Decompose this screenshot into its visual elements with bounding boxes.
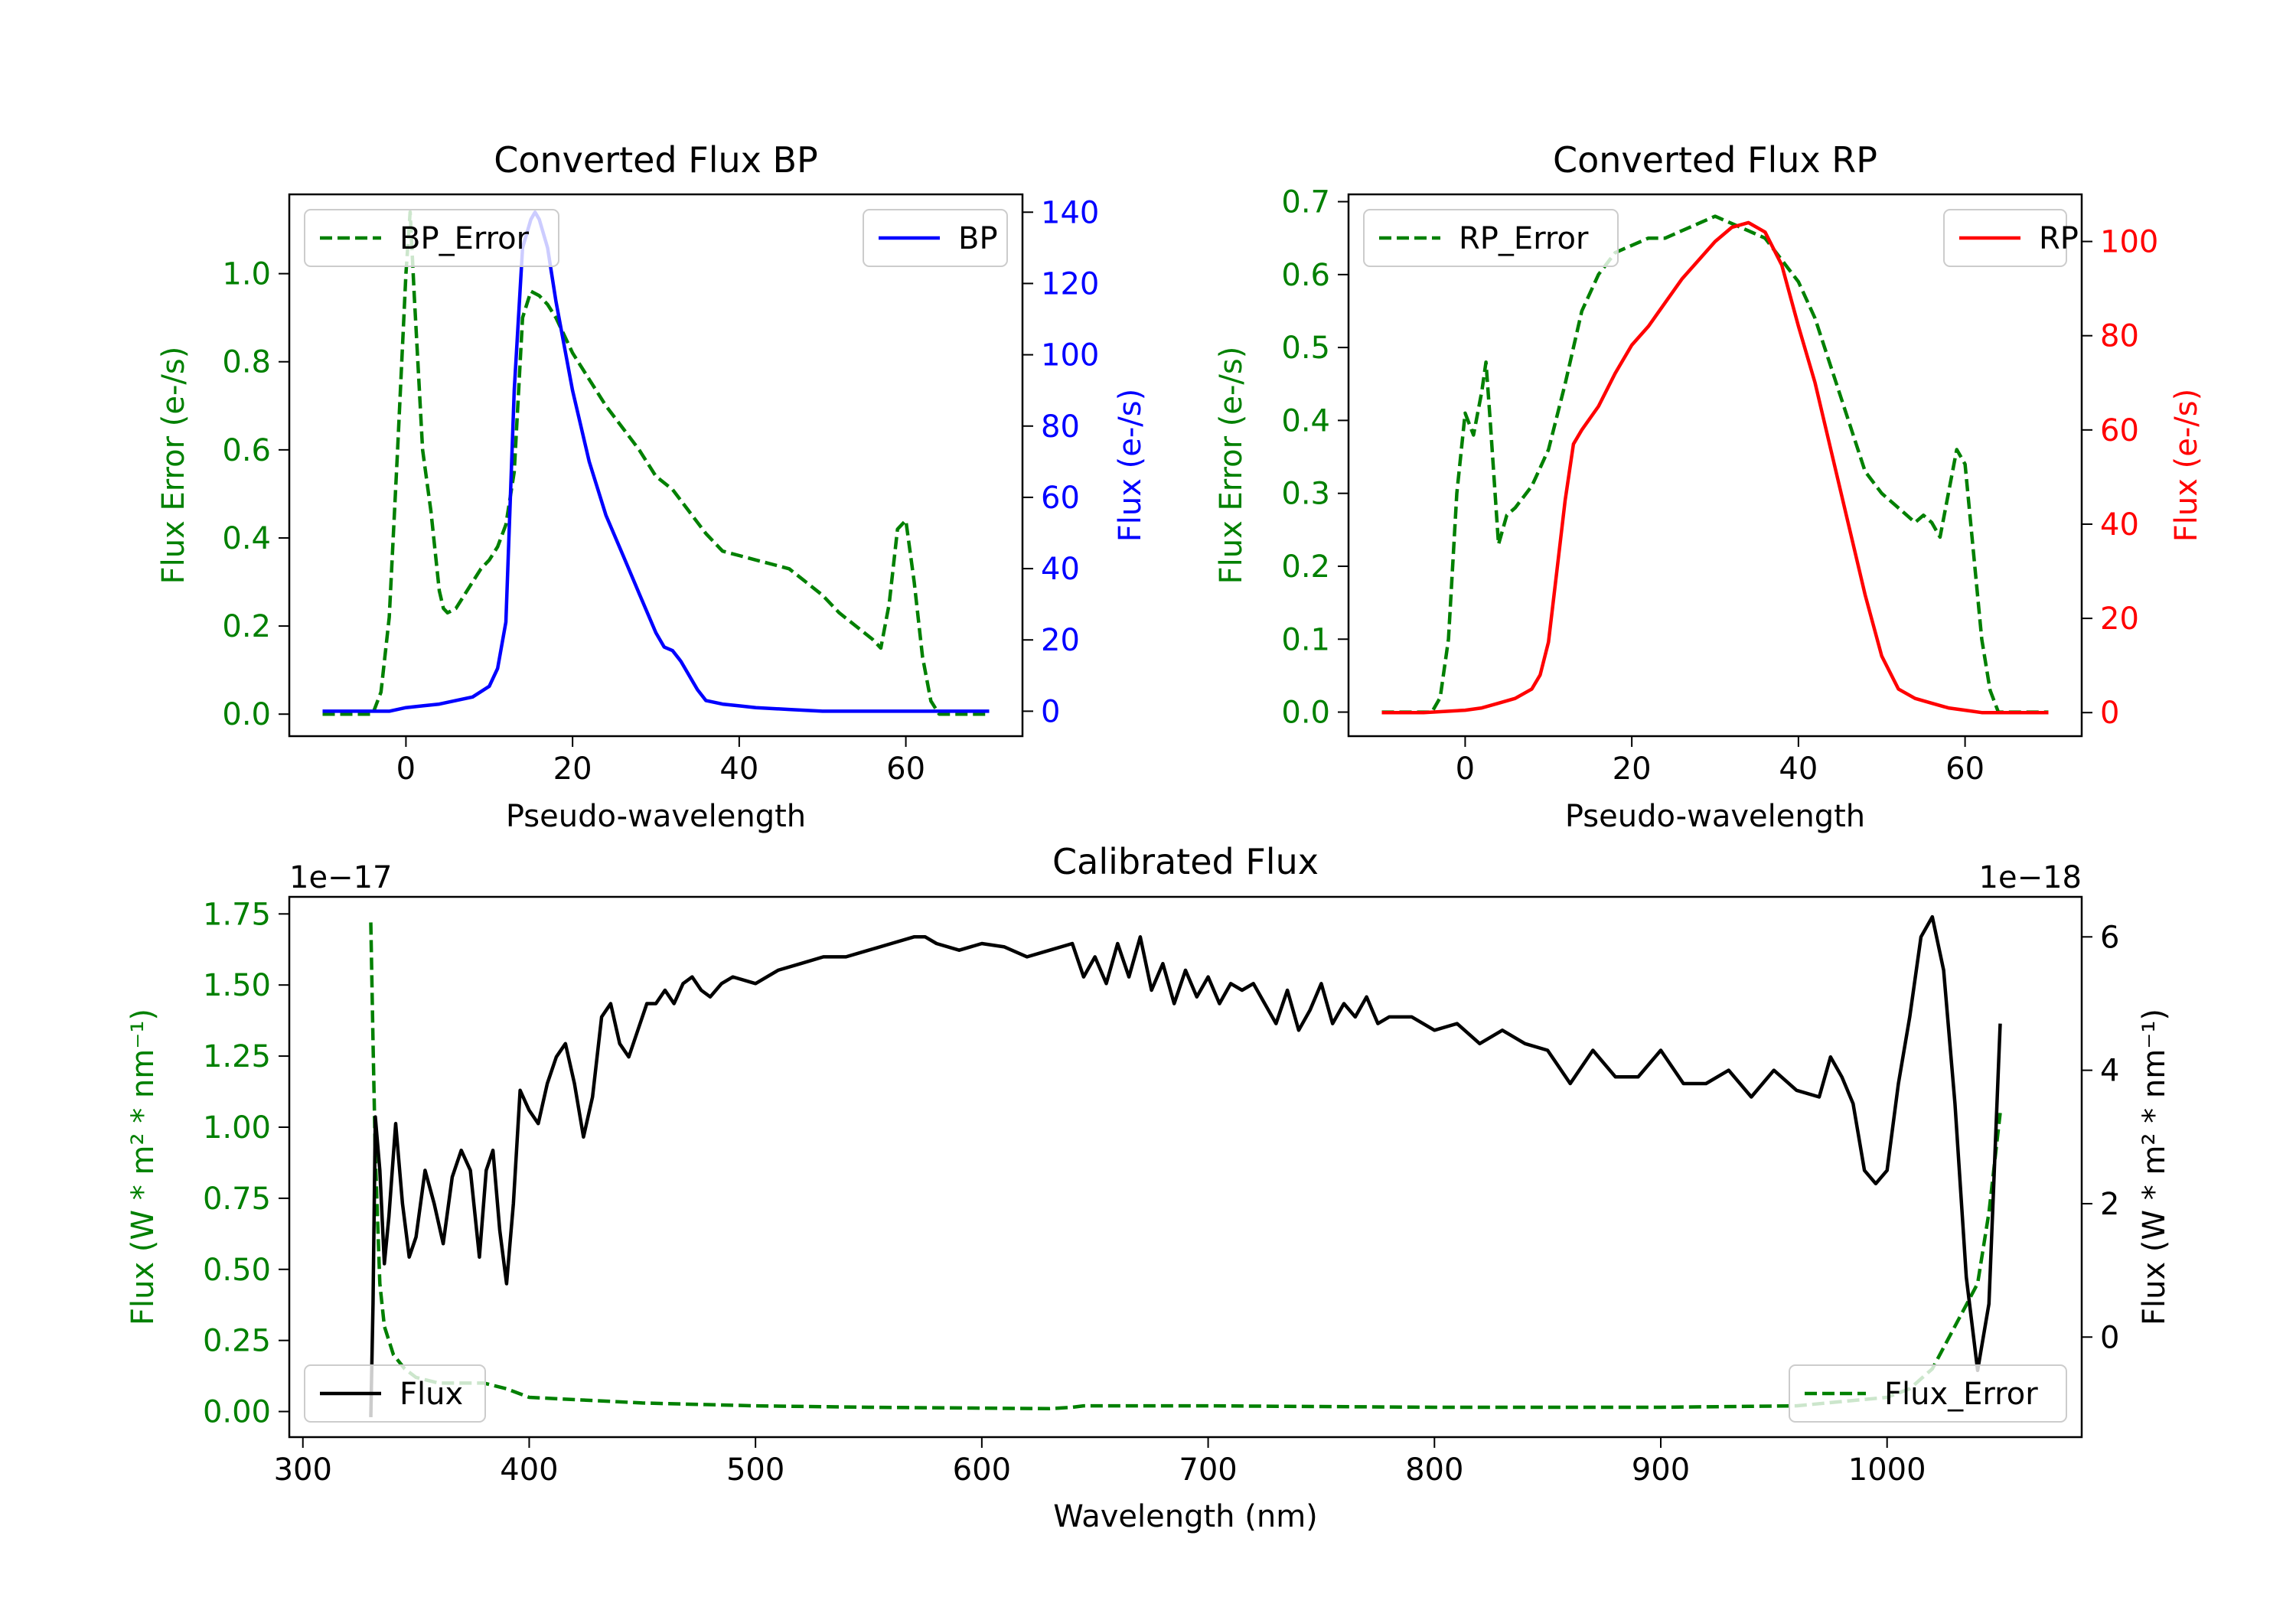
y-right-tick-label: 140	[1041, 195, 1099, 230]
y-right-tick-label: 20	[2100, 601, 2139, 637]
x-axis-label: Wavelength (nm)	[1053, 1499, 1318, 1534]
y-left-tick-label: 1.50	[203, 968, 271, 1003]
x-tick-label: 300	[274, 1452, 332, 1488]
x-tick-label: 400	[500, 1452, 558, 1488]
y-right-tick-label: 0	[2100, 696, 2119, 731]
x-tick-label: 800	[1405, 1452, 1463, 1488]
y-left-axis-label: Flux Error (e-/s)	[156, 347, 191, 585]
y-left-offset-label: 1e−17	[289, 860, 392, 895]
y-right-tick-label: 20	[1041, 623, 1080, 658]
plot-frame	[288, 895, 2083, 1439]
x-tick-label: 60	[886, 751, 925, 787]
y-right-tick-label: 2	[2100, 1187, 2119, 1222]
y-left-axis-label: Flux (W * m² * nm⁻¹)	[126, 1009, 161, 1325]
chart-title: Converted Flux BP	[494, 139, 818, 181]
calibrated-panel: Calibrated Flux 300 400 500 600 700 800 900 1000…	[126, 841, 2172, 1534]
series-line-bp	[322, 210, 990, 713]
y-right-axis-label: Flux (e-/s)	[2169, 389, 2204, 542]
x-tick-label: 0	[1456, 751, 1475, 787]
x-axis-label: Pseudo-wavelength	[506, 799, 806, 834]
legend-label: Flux	[400, 1377, 463, 1412]
legend-label: BP	[958, 221, 998, 256]
y-right-axis-label: Flux (e-/s)	[1113, 389, 1148, 542]
y-right-tick-label: 0	[1041, 694, 1060, 729]
plot-frame	[288, 193, 1024, 738]
y-left-tick-label: 0.75	[203, 1182, 271, 1217]
legend-label: RP_Error	[1459, 221, 1589, 256]
y-left-axis-label: Flux Error (e-/s)	[1214, 347, 1249, 585]
x-tick-label: 500	[726, 1452, 784, 1488]
bp-panel: Converted Flux BP 0 20 40 60 0.0 0.2 0.4 0.6 0.8 1…	[156, 139, 1148, 834]
y-right-tick-label: 80	[2100, 319, 2139, 354]
y-left-tick-label: 0.2	[222, 609, 271, 644]
x-tick-label: 40	[719, 751, 758, 787]
x-tick-label: 600	[953, 1452, 1011, 1488]
y-left-tick-label: 0.4	[1281, 403, 1330, 438]
chart-title: Calibrated Flux	[1052, 841, 1319, 882]
chart-title: Converted Flux RP	[1553, 139, 1877, 181]
y-right-tick-label: 100	[1041, 338, 1099, 373]
legend-label: Flux_Error	[1884, 1377, 2038, 1412]
x-tick-label: 20	[1613, 751, 1652, 787]
series-line-rp-error	[1381, 214, 2049, 714]
y-left-tick-label: 0.6	[222, 433, 271, 468]
y-left-tick-label: 0.4	[222, 521, 271, 556]
x-tick-label: 700	[1179, 1452, 1237, 1488]
y-left-tick-label: 0.3	[1281, 477, 1330, 512]
x-tick-label: 0	[396, 751, 416, 787]
legend-left: RP_Error	[1363, 209, 1619, 267]
y-left-tick-label: 0.5	[1281, 331, 1330, 366]
series-line-rp	[1381, 220, 2049, 715]
legend-label: RP	[2039, 221, 2079, 256]
series-line-flux	[369, 914, 2002, 1417]
y-left-tick-label: 1.75	[203, 897, 271, 932]
y-left-tick-label: 0.8	[222, 345, 271, 380]
legend-right: RP	[1943, 209, 2079, 267]
y-left-tick-label: 0.1	[1281, 622, 1330, 657]
y-right-tick-label: 40	[2100, 507, 2139, 543]
legend-left: BP_Error	[304, 209, 559, 267]
rp-panel: Converted Flux RP 0 20 40 60 0.0 0.1 0.2 0.3 0.4 0…	[1214, 139, 2204, 834]
legend-label: BP_Error	[400, 221, 530, 256]
y-left-tick-label: 1.0	[222, 257, 271, 292]
x-axis-label: Pseudo-wavelength	[1565, 799, 1865, 834]
x-tick-label: 20	[553, 751, 592, 787]
series-line-bp-error	[322, 210, 990, 716]
y-right-tick-label: 6	[2100, 920, 2119, 955]
y-left-tick-label: 0.7	[1281, 185, 1330, 220]
y-right-tick-label: 40	[1041, 552, 1080, 587]
x-tick-label: 1000	[1848, 1452, 1926, 1488]
plot-frame	[1347, 193, 2083, 738]
legend-left: Flux	[304, 1364, 486, 1423]
y-left-tick-label: 1.00	[203, 1110, 271, 1146]
y-right-offset-label: 1e−18	[1979, 860, 2082, 895]
x-tick-label: 900	[1632, 1452, 1690, 1488]
legend-right: BP	[863, 209, 1008, 267]
y-left-tick-label: 0.0	[1281, 696, 1330, 731]
y-right-tick-label: 100	[2100, 225, 2158, 260]
y-left-tick-label: 0.25	[203, 1324, 271, 1359]
y-left-tick-label: 0.2	[1281, 549, 1330, 585]
x-tick-label: 40	[1779, 751, 1818, 787]
y-right-tick-label: 80	[1041, 409, 1080, 445]
y-left-tick-label: 0.50	[203, 1253, 271, 1288]
y-right-tick-label: 4	[2100, 1054, 2119, 1089]
y-right-tick-label: 60	[1041, 481, 1080, 516]
y-left-tick-label: 0.0	[222, 697, 271, 732]
legend-right: Flux_Error	[1789, 1364, 2067, 1423]
y-left-tick-label: 0.6	[1281, 258, 1330, 293]
x-tick-label: 60	[1945, 751, 1985, 787]
y-right-axis-label: Flux (W * m² * nm⁻¹)	[2137, 1009, 2172, 1325]
y-right-tick-label: 60	[2100, 413, 2139, 448]
y-left-tick-label: 0.00	[203, 1395, 271, 1430]
y-left-tick-label: 1.25	[203, 1039, 271, 1074]
y-right-tick-label: 0	[2100, 1320, 2119, 1355]
y-right-tick-label: 120	[1041, 266, 1099, 302]
